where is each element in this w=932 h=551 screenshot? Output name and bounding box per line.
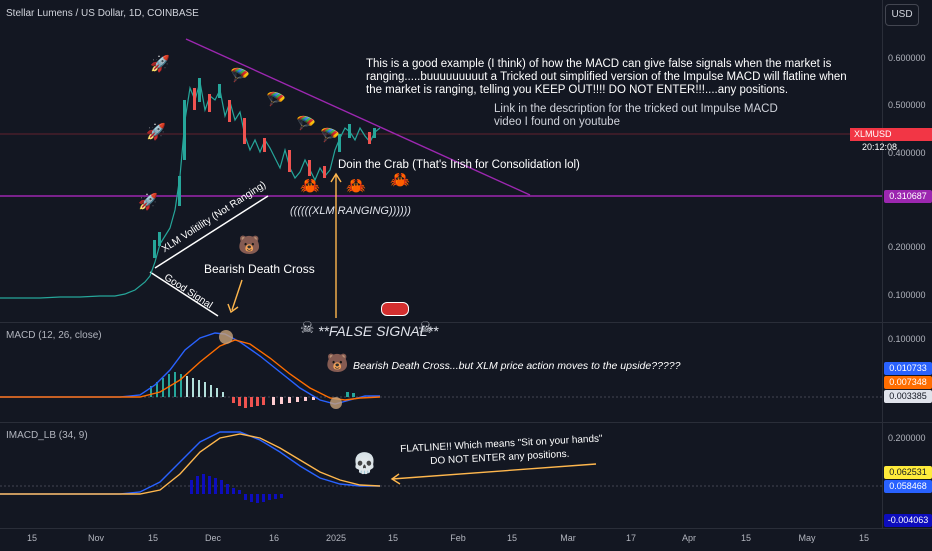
time-axis-tick: Mar	[560, 533, 576, 543]
macd-line	[0, 332, 380, 405]
price-candles	[0, 78, 381, 299]
skull-icon: 💀	[352, 451, 377, 475]
events-badge-icon[interactable]	[381, 302, 409, 316]
main-note: This is a good example (I think) of how …	[366, 58, 847, 96]
time-axis[interactable]	[0, 528, 932, 551]
parachute-icon: 🪂	[296, 114, 316, 133]
time-axis-tick: May	[798, 533, 816, 543]
level-price-tag: 0.310687	[884, 190, 932, 203]
false-signal-note: **FALSE SIGNAL**	[318, 323, 439, 339]
crab-icon: 🦀	[390, 170, 410, 189]
death-cross-note: Bearish Death Cross	[204, 262, 315, 276]
time-axis-tick: 15	[858, 533, 870, 543]
macd-histogram	[150, 372, 355, 408]
imacd-pane-label[interactable]: IMACD_LB (34, 9)	[6, 430, 88, 441]
symbol-title: Stellar Lumens / US Dollar, 1D, COINBASE	[6, 8, 199, 19]
time-axis-tick: Apr	[681, 533, 697, 543]
imacd-line	[0, 431, 380, 495]
imacd-signal-line	[0, 433, 381, 495]
macd-annotation: Bearish Death Cross...but XLM price acti…	[353, 360, 681, 372]
currency-button[interactable]: USD	[885, 4, 919, 26]
parachute-icon: 🪂	[266, 90, 286, 109]
imacd-histogram-value-tag: -0.004063	[884, 514, 932, 527]
price-axis-tick: 0.500000	[888, 100, 926, 110]
pane-divider-imacd[interactable]	[0, 422, 932, 423]
time-tag-label: 20:12:08	[862, 142, 898, 152]
ranging-note: ((((((XLM RANGING))))))	[290, 205, 411, 217]
time-axis-tick: 2025	[325, 533, 347, 543]
imacd-signal-value-tag: 0.058468	[884, 480, 932, 493]
bear-icon: 🐻	[326, 353, 349, 374]
price-scale[interactable]	[882, 0, 932, 528]
time-axis-tick: 15	[740, 533, 752, 543]
crab-icon: 🦀	[300, 176, 320, 195]
rocket-icon: 🚀	[150, 54, 170, 73]
price-axis-tick: 0.200000	[888, 242, 926, 252]
symbol-tag-label: XLMUSD	[854, 129, 892, 139]
time-axis-tick: 15	[387, 533, 399, 543]
parachute-icon: 🪂	[320, 126, 340, 145]
macd-value-tag: 0.010733	[884, 362, 932, 375]
crab-note: Doin the Crab (That's Irish for Consolid…	[338, 159, 580, 171]
time-axis-tick: Dec	[204, 533, 222, 543]
rocket-icon: 🚀	[146, 122, 166, 141]
price-axis-tick: 0.400000	[888, 148, 926, 158]
macd-signal-line	[0, 339, 381, 401]
time-axis-tick: 15	[506, 533, 518, 543]
time-axis-tick: Nov	[87, 533, 105, 543]
macd-signal-value-tag: 0.007348	[884, 376, 932, 389]
crab-icon: 🦀	[346, 176, 366, 195]
price-axis-tick: 0.100000	[888, 290, 926, 300]
imacd-value-tag: 0.062531	[884, 466, 932, 479]
time-axis-tick: 17	[625, 533, 637, 543]
skull-crossbones-icon: ☠	[300, 318, 315, 337]
price-axis-tick: 0.600000	[888, 53, 926, 63]
rocket-icon: 🚀	[138, 192, 158, 211]
macd-histogram-value-tag: 0.003385	[884, 390, 932, 403]
skull-crossbones-icon: ☠	[418, 318, 433, 337]
bear-icon: 🐻	[238, 235, 261, 256]
time-axis-tick: 15	[147, 533, 159, 543]
time-axis-tick: 15	[26, 533, 38, 543]
imacd-histogram	[190, 474, 283, 503]
imacd-axis-tick: 0.200000	[888, 433, 926, 443]
link-note: Link in the description for the tricked …	[494, 103, 778, 128]
macd-pane-label[interactable]: MACD (12, 26, close)	[6, 330, 102, 341]
macd-axis-tick: 0.100000	[888, 334, 926, 344]
time-axis-tick: 16	[268, 533, 280, 543]
time-axis-tick: Feb	[450, 533, 466, 543]
pane-divider-macd[interactable]	[0, 322, 932, 323]
parachute-icon: 🪂	[230, 66, 250, 85]
symbol-price-tag: XLMUSD 20:12:08	[850, 128, 932, 152]
